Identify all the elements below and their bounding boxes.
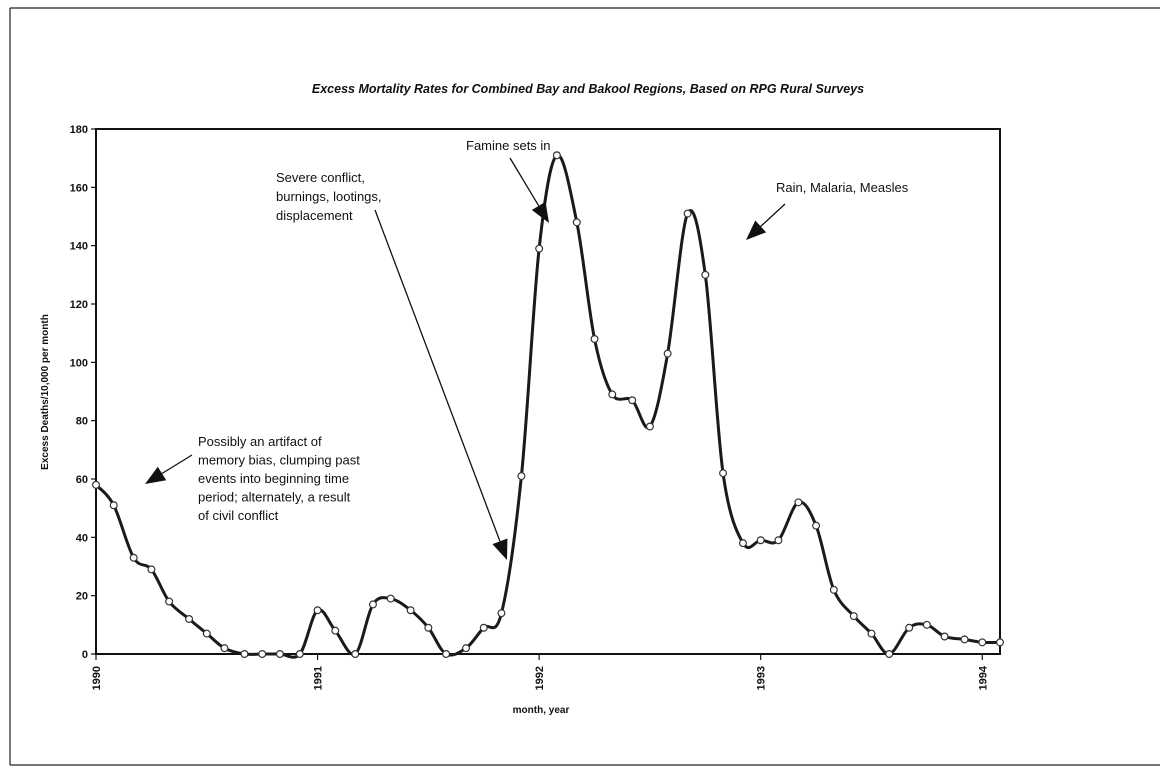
data-point [497, 609, 506, 618]
annotation-rain: Rain, Malaria, Measles [776, 180, 909, 195]
arrow-famine-shaft [509, 157, 540, 207]
y-axis-ticks: 0 20 40 60 80 100 120 140 160 180 [70, 124, 96, 661]
x-tick-label: 1991 [313, 666, 325, 690]
data-point [165, 597, 174, 606]
data-point [701, 270, 710, 279]
arrow-conflict-shaft [374, 209, 501, 542]
annotations-layer: Famine sets in Severe conflict, burnings, … [145, 138, 909, 560]
data-point [386, 594, 395, 603]
arrow-conflict-head [492, 538, 508, 560]
data-point [552, 151, 561, 160]
annotation-conflict: Severe conflict, burnings, lootings, displ… [276, 170, 382, 223]
annotation-famine: Famine sets in [466, 138, 551, 153]
data-point [645, 422, 654, 431]
y-tick-label: 180 [70, 124, 88, 136]
x-axis-ticks: 1990 1991 1992 1993 1994 [91, 654, 989, 690]
data-point [331, 626, 340, 635]
data-point [109, 501, 118, 510]
data-point [147, 565, 156, 574]
data-point [275, 649, 284, 658]
series-line [94, 153, 1002, 659]
series-layer [91, 151, 1004, 659]
data-point [995, 638, 1004, 647]
data-point [628, 396, 637, 405]
data-point [91, 480, 100, 489]
y-tick-label: 100 [70, 357, 88, 369]
data-point [829, 585, 838, 594]
plot-area [95, 128, 1001, 655]
y-axis-label: Excess Deaths/10,000 per month [40, 314, 51, 470]
arrow-memory-bias-head [145, 466, 167, 484]
annotation-line: Rain, Malaria, Measles [776, 180, 909, 195]
data-point [794, 498, 803, 507]
data-point [258, 649, 267, 658]
data-point [442, 649, 451, 658]
data-point [940, 632, 949, 641]
x-tick-label: 1994 [977, 665, 989, 690]
data-point [479, 623, 488, 632]
data-point [885, 649, 894, 658]
x-tick-label: 1992 [534, 666, 546, 690]
annotation-memory-bias: Possibly an artifact of memory bias, clum… [198, 434, 360, 523]
data-point [663, 349, 672, 358]
data-point [220, 644, 229, 653]
data-point [368, 600, 377, 609]
arrow-famine-head [531, 201, 549, 223]
arrow-rain-shaft [760, 203, 786, 227]
y-tick-label: 0 [82, 649, 88, 661]
y-tick-label: 60 [76, 474, 88, 486]
y-tick-label: 80 [76, 416, 88, 428]
data-point [738, 539, 747, 548]
data-point [517, 472, 526, 481]
data-point [978, 638, 987, 647]
data-point [756, 536, 765, 545]
data-point [867, 629, 876, 638]
annotation-line: memory bias, clumping past [198, 453, 360, 468]
y-tick-label: 40 [76, 532, 88, 544]
data-point [185, 614, 194, 623]
y-tick-label: 140 [70, 241, 88, 253]
data-point [849, 612, 858, 621]
annotation-line: events into beginning time [198, 471, 349, 486]
annotation-line: burnings, lootings, [276, 189, 382, 204]
data-point [960, 635, 969, 644]
data-point [812, 521, 821, 530]
annotation-line: period; alternately, a result [198, 490, 351, 505]
data-point [572, 218, 581, 227]
data-point [129, 553, 138, 562]
data-point [683, 209, 692, 218]
data-point [535, 244, 544, 253]
data-point [462, 644, 471, 653]
x-tick-label: 1990 [91, 666, 103, 690]
annotation-line: displacement [276, 208, 353, 223]
arrow-rain-head [746, 220, 767, 240]
annotation-line: Severe conflict, [276, 170, 365, 185]
x-axis-label: month, year [513, 705, 570, 716]
chart-title: Excess Mortality Rates for Combined Bay … [312, 82, 864, 96]
annotation-line: Possibly an artifact of [198, 434, 322, 449]
y-tick-label: 20 [76, 591, 88, 603]
y-tick-label: 160 [70, 182, 88, 194]
y-tick-label: 120 [70, 299, 88, 311]
data-point [905, 623, 914, 632]
data-point [719, 469, 728, 478]
data-point [406, 606, 415, 615]
data-point [351, 649, 360, 658]
arrow-memory-bias-shaft [161, 454, 193, 475]
data-point [313, 606, 322, 615]
data-point [424, 623, 433, 632]
data-point [202, 629, 211, 638]
annotation-line: Famine sets in [466, 138, 551, 153]
data-point [590, 335, 599, 344]
data-point [295, 649, 304, 658]
data-point [240, 649, 249, 658]
data-point [608, 390, 617, 399]
data-point [774, 536, 783, 545]
data-point [922, 620, 931, 629]
annotation-line: of civil conflict [198, 508, 279, 523]
x-tick-label: 1993 [756, 666, 768, 690]
